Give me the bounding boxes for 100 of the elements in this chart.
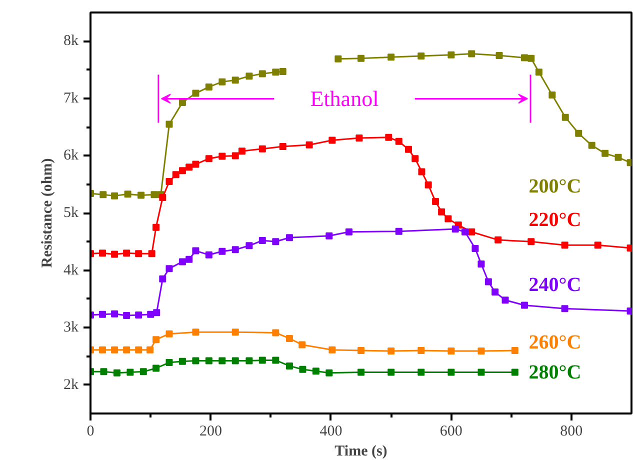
point [113,369,120,376]
point [418,346,425,354]
point [358,368,364,376]
point [444,215,452,222]
point [388,348,395,355]
x-tick-label: 600 [440,424,462,440]
point [594,242,602,249]
point [496,52,503,59]
point [602,150,609,157]
point [528,238,535,246]
point [246,72,253,80]
point [135,311,142,318]
point [258,145,266,152]
point [472,245,479,252]
point [279,143,286,150]
y-tick-label: 5k [64,205,79,221]
annotation: Ethanol [310,86,379,112]
point [111,192,118,200]
point [166,120,173,128]
point [135,346,142,354]
point [152,336,160,344]
point [478,348,485,355]
point [150,191,158,198]
point [192,357,200,364]
point [111,310,118,318]
point [232,246,239,254]
point [192,328,200,336]
point [298,341,306,348]
point [232,357,239,364]
point [258,70,266,78]
point [312,368,320,375]
point [286,334,293,342]
point [561,305,568,312]
point [238,148,246,155]
point [246,357,253,364]
point [286,234,293,242]
point [272,68,280,76]
point [205,251,212,258]
point [404,146,412,153]
point [137,192,144,199]
point [388,54,395,61]
point [461,228,468,236]
point [126,368,134,376]
point [468,50,476,58]
point [521,302,528,309]
point [306,141,313,148]
point [152,224,160,231]
point [205,357,212,364]
series-label: 240°C [528,274,582,296]
point [232,76,239,84]
point [166,178,173,185]
point [272,356,280,364]
point [521,54,528,62]
y-tick-label: 2k [64,376,79,393]
x-tick-label: 200 [199,424,222,440]
point [452,226,459,233]
point [186,256,193,263]
point [123,312,130,320]
point [502,296,509,304]
point [123,346,130,354]
point [124,190,132,198]
point [412,155,419,162]
x-tick-label: 800 [560,424,583,440]
point [299,366,306,373]
point [258,356,266,364]
point [232,328,239,336]
point [448,348,455,355]
point [152,364,160,372]
y-tick-label: 7k [64,90,79,106]
point [575,130,582,137]
point [178,167,186,174]
series-label: 260°C [528,331,582,354]
point [562,114,569,121]
x-axis-title: Time (s) [334,444,388,460]
point [258,236,266,244]
point [218,78,226,86]
point [218,357,226,364]
point [468,228,476,236]
point [100,191,107,198]
point [99,250,106,257]
point [395,138,402,145]
point [111,250,118,258]
point [478,368,485,376]
point [166,330,173,338]
point [535,68,542,76]
point [395,228,402,235]
point [614,154,622,161]
y-tick-label: 6k [64,148,79,164]
point [358,346,364,354]
point [146,346,154,354]
y-tick-label: 8k [64,33,79,50]
point [418,168,426,176]
point [99,310,106,318]
series-label: 280°C [528,361,582,384]
point [218,248,226,255]
point [388,368,395,376]
point [326,232,333,240]
point [99,346,106,354]
point [279,68,286,76]
point [328,136,336,144]
